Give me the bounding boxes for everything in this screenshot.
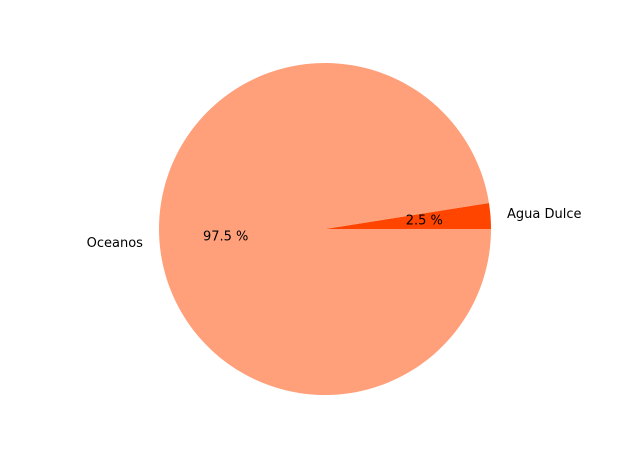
pie-slice-agua-dulce [325,203,491,229]
category-label-oceanos: Oceanos [87,236,144,251]
category-label-agua-dulce: Agua Dulce [507,207,582,222]
percent-label-oceanos: 97.5 % [203,229,248,244]
pie-slices [158,62,492,395]
percent-label-agua-dulce: 2.5 % [406,214,443,229]
pie-labels: Agua Dulce 2.5 % Oceanos 97.5 % [87,207,582,251]
pie-slice-oceanos [158,62,492,395]
